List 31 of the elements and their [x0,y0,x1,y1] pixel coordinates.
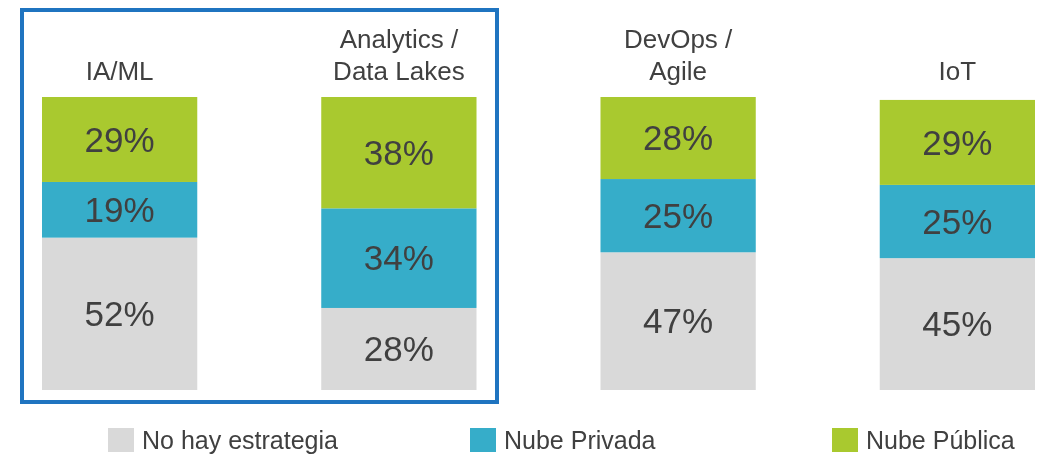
x-tick-label: IA/ML [85,56,154,86]
legend-label: Nube Pública [866,425,1015,454]
legend-label: No hay estrategia [142,425,339,454]
data-label: 47% [643,301,714,341]
bar [321,208,477,308]
bar [42,97,198,182]
data-label: 25% [922,201,993,241]
data-label: 38% [363,132,434,172]
bar [879,258,1035,390]
bar [879,99,1035,185]
data-label: 19% [84,190,155,230]
data-label: 34% [363,238,434,278]
bar [600,252,756,390]
data-label: 28% [643,118,714,158]
bar [879,184,1035,259]
legend-label: Nube Privada [504,425,656,454]
data-label: 28% [363,329,434,369]
x-tick-label: DevOps / Agile [623,24,734,86]
bar [600,179,756,253]
data-label: 29% [922,122,993,162]
bar [42,237,198,390]
bar [42,181,198,238]
bar [321,97,477,209]
bar [600,97,756,180]
x-tick-label: IoT [938,56,977,86]
data-label: 45% [922,304,993,344]
x-tick-label: Analytics / Data Lakes [333,24,465,86]
bar [321,307,477,390]
data-label: 52% [84,294,155,334]
data-label: 29% [84,119,155,159]
data-label: 25% [643,195,714,235]
